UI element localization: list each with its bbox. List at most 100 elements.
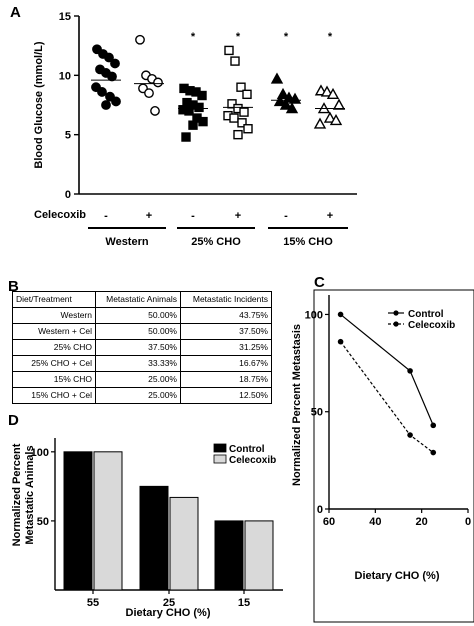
panel-c-y-tick-label: 100 <box>305 309 323 321</box>
series-point-celecoxib <box>430 449 437 456</box>
data-point-circle-filled <box>110 58 120 69</box>
panel-c-x-tick-label: 40 <box>369 516 381 528</box>
legend-marker-celecoxib <box>393 321 399 327</box>
data-point-square-filled <box>194 102 204 113</box>
celecoxib-mark: - <box>191 210 195 222</box>
legend-swatch-celecoxib <box>213 454 227 464</box>
significance-asterisk: * <box>328 31 333 43</box>
table-header-row: Diet/Treatment Metastatic Animals Metastat… <box>12 291 272 308</box>
data-point-triangle-open <box>329 113 343 126</box>
panel-d-x-tick-label: 15 <box>238 597 250 609</box>
bar-control <box>63 451 93 591</box>
panel-a-scatter: Blood Glucose (mmol/L) Celecoxib 0 5 10 15 -… <box>33 11 357 248</box>
panel-c-x-tick-label: 60 <box>323 516 335 528</box>
data-point-square-filled <box>188 120 198 130</box>
series-point-control <box>407 368 413 374</box>
panel-c-x-tick-label: 0 <box>465 516 471 528</box>
series-point-celecoxib <box>337 338 344 345</box>
panel-c-y-axis-title: Normalized Percent Metastasis <box>291 324 303 486</box>
legend-label-control: Control <box>408 309 444 320</box>
data-point-square-open <box>224 45 234 56</box>
data-point-circle-filled <box>101 100 111 110</box>
diet-group-label: Western <box>105 236 148 248</box>
series-line-control <box>340 313 434 426</box>
table-row: 15% CHO + Cel 25.00% 12.50% <box>12 387 272 404</box>
data-point-square-open <box>233 129 243 140</box>
significance-asterisk: * <box>191 31 196 43</box>
table-cell: 15% CHO + Cel <box>12 387 96 404</box>
data-point-square-open <box>237 118 247 128</box>
data-point-triangle-open <box>332 98 346 110</box>
table-row: 25% CHO 37.50% 31.25% <box>12 339 272 356</box>
data-point-square-filled <box>197 90 207 101</box>
panel-c-x-tick-label: 20 <box>416 516 428 528</box>
legend-label-celecoxib: Celecoxib <box>229 455 276 466</box>
panel-b-table: Diet/Treatment Metastatic Animals Metastat… <box>12 291 272 404</box>
data-point-square-open <box>236 82 246 92</box>
panel-b-table-body: Diet/Treatment Metastatic Animals Metastat… <box>12 291 272 404</box>
data-point-square-open <box>230 56 240 66</box>
data-point-triangle-open <box>320 85 334 97</box>
table-cell: 37.50% <box>180 323 272 340</box>
bar-celecoxib <box>244 520 274 591</box>
table-cell: 25.00% <box>95 387 181 404</box>
legend-label-control: Control <box>229 444 265 455</box>
series-point-control <box>337 311 344 318</box>
panel-d-y-tick-label: 100 <box>31 447 49 459</box>
table-cell: Western <box>12 307 96 324</box>
data-point-square-filled <box>198 116 208 127</box>
data-point-circle-filled <box>107 71 117 82</box>
panel-c-line-chart: Normalized Percent Metastasis Dietary CH… <box>291 289 474 623</box>
panel-c-x-axis-title: Dietary CHO (%) <box>355 570 440 582</box>
table-cell: 25% CHO + Cel <box>12 355 96 372</box>
data-point-square-filled <box>181 132 191 142</box>
table-cell: 12.50% <box>180 387 272 404</box>
table-cell: 50.00% <box>95 323 181 340</box>
table-cell: 25.00% <box>95 371 181 388</box>
table-cell: 33.33% <box>95 355 181 372</box>
table-cell: Western + Cel <box>12 323 96 340</box>
data-point-triangle-filled <box>273 94 287 107</box>
table-cell: 18.75% <box>180 371 272 388</box>
data-point-triangle-open <box>323 111 337 123</box>
series-point-control <box>430 422 437 429</box>
data-point-circle-filled <box>104 52 114 63</box>
celecoxib-mark: + <box>146 210 152 222</box>
panel-d-x-tick-label: 55 <box>87 597 99 609</box>
data-point-triangle-filled <box>270 72 284 84</box>
significance-asterisk: * <box>236 31 241 43</box>
series-line-celecoxib <box>340 341 434 454</box>
panel-d-y-axis-title-line: Normalized Percent <box>11 443 23 546</box>
data-point-circle-open <box>144 88 154 99</box>
panel-d-bar-chart: Dietary CHO (%) 50 100 Normalized Percent M… <box>11 438 283 619</box>
table-cell: 31.25% <box>180 339 272 356</box>
table-cell: 37.50% <box>95 339 181 356</box>
data-point-circle-filled <box>111 96 121 107</box>
bar-control <box>214 520 244 591</box>
data-point-square-open <box>229 113 239 123</box>
celecoxib-label: Celecoxib <box>34 209 86 221</box>
panel-c-frame <box>313 289 474 623</box>
data-point-square-open <box>243 124 253 134</box>
table-cell: 15% CHO <box>12 371 96 388</box>
data-point-triangle-filled <box>285 102 299 114</box>
table-header-cell: Metastatic Animals <box>95 291 181 308</box>
legend-label-celecoxib: Celecoxib <box>408 320 455 331</box>
panel-a-y-tick-label: 5 <box>65 130 71 142</box>
data-point-square-open <box>242 89 252 100</box>
table-row: Western + Cel 50.00% 37.50% <box>12 323 272 340</box>
panel-a-y-axis-title: Blood Glucose (mmol/L) <box>33 41 45 168</box>
table-cell: 50.00% <box>95 307 181 324</box>
data-point-triangle-open <box>326 87 340 100</box>
panel-d-x-axis-title: Dietary CHO (%) <box>126 607 211 619</box>
celecoxib-mark: + <box>235 210 241 222</box>
panel-letter-b: B <box>8 278 19 295</box>
table-cell: 16.67% <box>180 355 272 372</box>
bar-celecoxib <box>93 451 123 591</box>
panel-c-y-tick-label: 50 <box>311 407 323 419</box>
data-point-triangle-open <box>313 117 327 129</box>
table-row: Western 50.00% 43.75% <box>12 307 272 324</box>
bar-celecoxib <box>169 496 199 591</box>
table-cell: 43.75% <box>180 307 272 324</box>
